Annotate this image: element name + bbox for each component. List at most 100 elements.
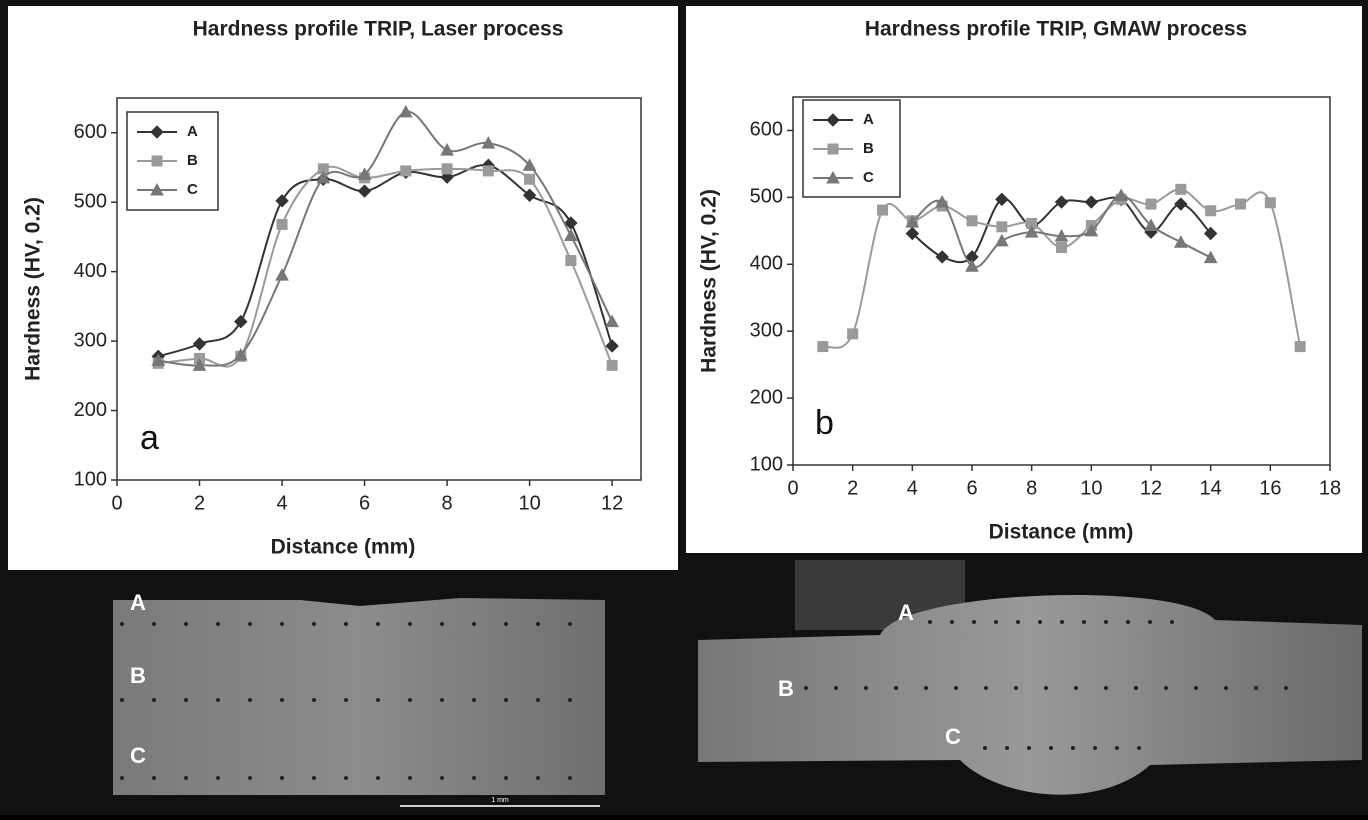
indent bbox=[568, 698, 572, 702]
indent bbox=[950, 620, 954, 624]
x-tick-label: 4 bbox=[276, 492, 287, 514]
marker bbox=[1175, 183, 1187, 195]
marker bbox=[440, 143, 454, 156]
row-label: B bbox=[778, 676, 794, 701]
indent bbox=[312, 698, 316, 702]
indent bbox=[280, 622, 284, 626]
legend-marker bbox=[826, 113, 840, 127]
indent bbox=[152, 776, 156, 780]
panel-label: a bbox=[140, 419, 159, 457]
plot-frame bbox=[116, 97, 642, 481]
x-tick-label: 10 bbox=[1080, 477, 1102, 499]
x-tick-label: 8 bbox=[1026, 477, 1037, 499]
marker bbox=[966, 215, 978, 227]
marker bbox=[606, 359, 618, 371]
marker bbox=[1203, 226, 1218, 241]
indent bbox=[1148, 620, 1152, 624]
indent bbox=[1027, 746, 1031, 750]
marker bbox=[482, 165, 494, 177]
indent bbox=[344, 776, 348, 780]
marker bbox=[1054, 229, 1069, 242]
indent bbox=[120, 622, 124, 626]
x-tick-label: 2 bbox=[194, 492, 205, 514]
y-axis-label: Hardness (HV, 0.2) bbox=[698, 189, 721, 373]
indent bbox=[312, 622, 316, 626]
indent bbox=[1170, 620, 1174, 624]
indent bbox=[280, 698, 284, 702]
marker bbox=[524, 173, 536, 185]
indent bbox=[894, 686, 898, 690]
marker bbox=[233, 347, 248, 361]
marker bbox=[275, 194, 289, 208]
marker bbox=[192, 337, 207, 351]
indent bbox=[440, 776, 444, 780]
marker bbox=[234, 314, 248, 329]
indent bbox=[536, 698, 540, 702]
x-axis-label: Distance (mm) bbox=[271, 536, 416, 559]
indent bbox=[1044, 686, 1048, 690]
indent bbox=[248, 622, 252, 626]
marker bbox=[605, 339, 619, 353]
marker bbox=[275, 268, 289, 281]
marker bbox=[1144, 218, 1158, 231]
indent bbox=[804, 686, 808, 690]
legend-label: B bbox=[863, 140, 874, 157]
indent bbox=[120, 776, 124, 780]
x-axis-label: Distance (mm) bbox=[989, 521, 1134, 544]
indent bbox=[1164, 686, 1168, 690]
y-tick-label: 600 bbox=[750, 119, 783, 141]
indent bbox=[994, 620, 998, 624]
marker bbox=[965, 259, 979, 272]
indent bbox=[120, 698, 124, 702]
x-tick-label: 16 bbox=[1259, 477, 1281, 499]
indent bbox=[408, 622, 412, 626]
y-tick-label: 100 bbox=[750, 453, 783, 475]
scale-bar-label: 1 mm bbox=[491, 797, 509, 804]
marker bbox=[192, 358, 207, 371]
marker bbox=[276, 218, 288, 230]
indent bbox=[568, 622, 572, 626]
marker bbox=[481, 136, 496, 149]
y-tick-label: 400 bbox=[750, 253, 783, 275]
marker bbox=[935, 250, 949, 264]
indent bbox=[440, 622, 444, 626]
legend-label: C bbox=[187, 181, 198, 198]
indent bbox=[504, 698, 508, 702]
x-tick-label: 6 bbox=[966, 477, 977, 499]
marker bbox=[1205, 205, 1217, 217]
y-tick-label: 400 bbox=[74, 260, 107, 282]
x-tick-label: 4 bbox=[907, 477, 918, 499]
marker bbox=[565, 255, 577, 267]
indent bbox=[312, 776, 316, 780]
indent bbox=[184, 776, 188, 780]
indent bbox=[152, 698, 156, 702]
indent bbox=[472, 698, 476, 702]
marker bbox=[817, 341, 829, 353]
indent bbox=[1194, 686, 1198, 690]
marker bbox=[847, 328, 859, 340]
indent bbox=[568, 776, 572, 780]
y-tick-label: 500 bbox=[74, 190, 107, 212]
row-label: B bbox=[130, 663, 146, 688]
marker bbox=[996, 221, 1008, 233]
marker bbox=[905, 215, 920, 228]
marker bbox=[1084, 223, 1099, 237]
marker bbox=[357, 184, 372, 198]
marker bbox=[564, 228, 578, 242]
marker bbox=[1145, 198, 1157, 210]
marker bbox=[441, 163, 453, 175]
indent bbox=[972, 620, 976, 624]
y-tick-label: 600 bbox=[74, 121, 107, 143]
indent bbox=[216, 622, 220, 626]
x-tick-label: 12 bbox=[1140, 477, 1162, 499]
indent bbox=[472, 776, 476, 780]
marker bbox=[1114, 188, 1129, 201]
marker bbox=[905, 226, 920, 241]
y-axis-label: Hardness (HV, 0.2) bbox=[22, 197, 45, 381]
indent bbox=[954, 686, 958, 690]
marker bbox=[1235, 198, 1246, 210]
indent bbox=[472, 622, 476, 626]
indent bbox=[1071, 746, 1075, 750]
indent bbox=[1005, 746, 1009, 750]
